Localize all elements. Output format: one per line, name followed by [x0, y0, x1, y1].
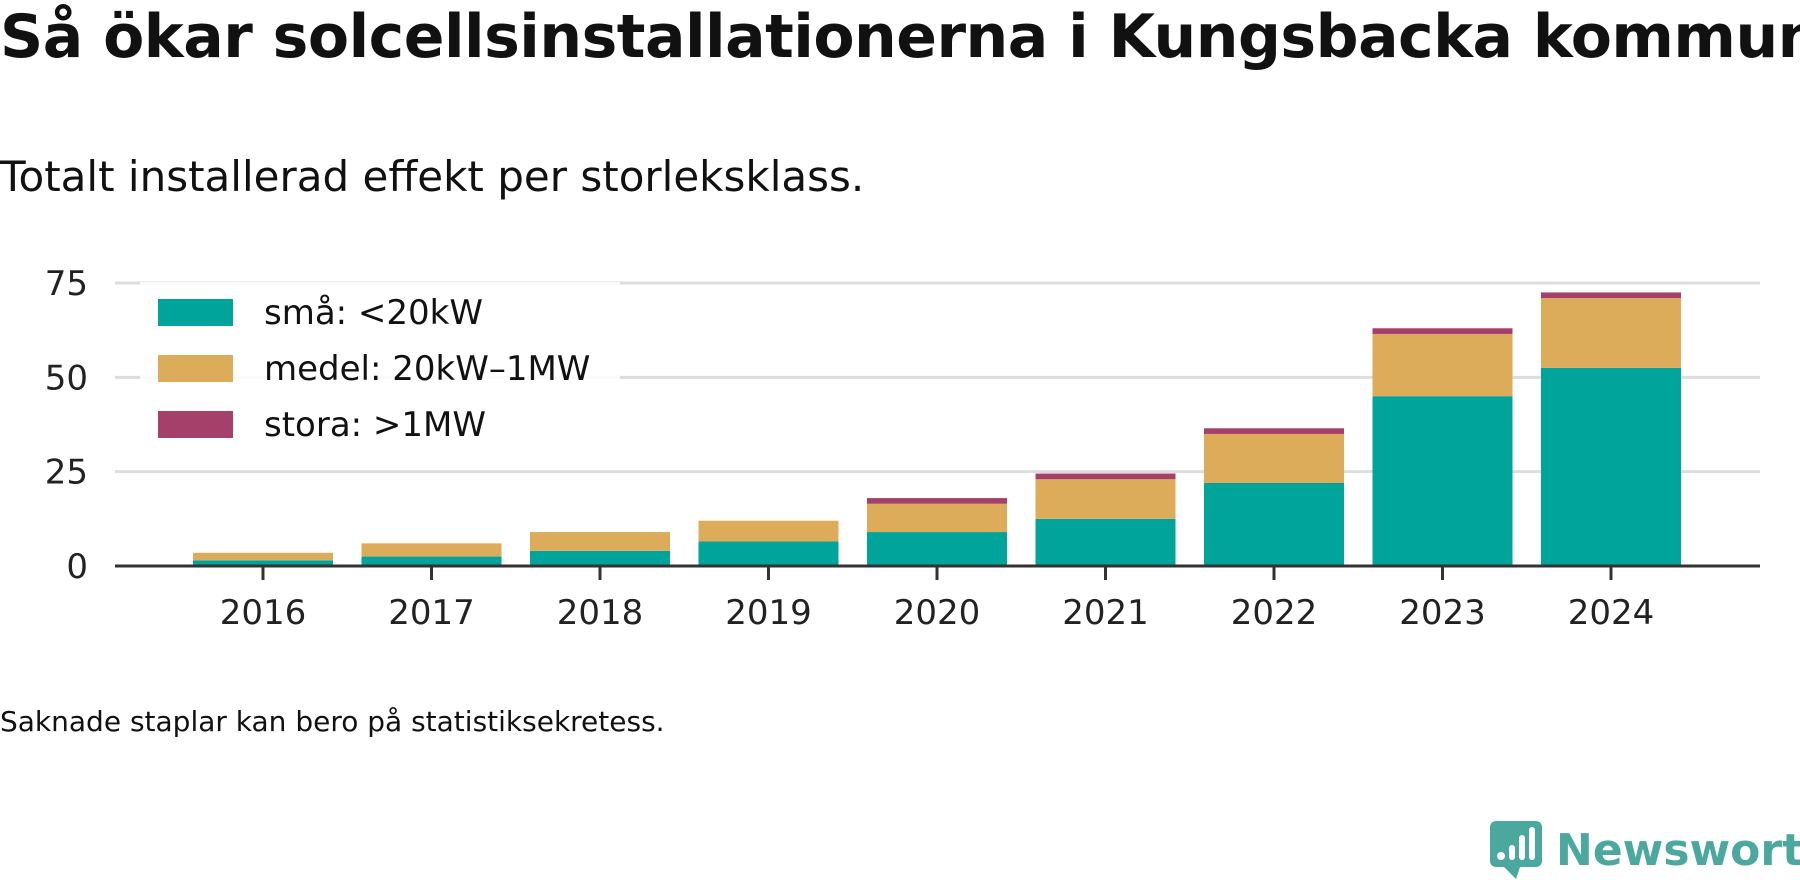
brand-logo: Newsworthy [1490, 820, 1800, 880]
bars [193, 292, 1681, 566]
bar-segment [867, 503, 1007, 533]
bar-segment [1541, 298, 1681, 368]
x-tick-label: 2016 [220, 593, 307, 633]
bar-segment [530, 532, 670, 551]
legend-swatch [158, 411, 233, 438]
bar-segment [867, 532, 1007, 566]
bar-segment [867, 498, 1007, 504]
bar-segment [1035, 479, 1176, 519]
brand-name: Newsworthy [1556, 824, 1800, 876]
x-tick-label: 2023 [1399, 593, 1486, 633]
bar-segment [698, 541, 839, 566]
bar-segment [1035, 473, 1176, 480]
chart-subtitle: Totalt installerad effekt per storlekskl… [0, 152, 865, 201]
legend: små: <20kW medel: 20kW–1MW stora: >1MW [140, 282, 620, 452]
bar-segment [530, 550, 670, 566]
bar-segment [193, 552, 333, 561]
x-tick-label: 2017 [388, 593, 475, 633]
legend-label: små: <20kW [264, 293, 483, 333]
bar-segment [1541, 367, 1681, 566]
x-tick-label: 2019 [725, 593, 812, 633]
bar-segment [1204, 482, 1344, 566]
legend-label: stora: >1MW [264, 405, 486, 445]
x-tick-label: 2024 [1568, 593, 1655, 633]
legend-label: medel: 20kW–1MW [264, 349, 590, 389]
newsworthy-logo-icon [1490, 821, 1542, 879]
legend-swatch [158, 299, 233, 326]
x-tick-label: 2022 [1231, 593, 1318, 633]
footnote: Saknade staplar kan bero på statistiksek… [0, 705, 665, 738]
chart-title: Så ökar solcellsinstallationerna i Kungs… [0, 2, 1800, 72]
bar-segment [698, 520, 839, 542]
y-tick-label: 75 [45, 264, 88, 304]
bar-segment [193, 560, 333, 566]
axes: 0 25 50 75 2016 2017 2018 2019 2020 2021 2022 2023 2… [45, 264, 1760, 633]
bar-segment [1372, 328, 1513, 334]
bar-segment [1204, 433, 1344, 483]
bar-segment [1541, 292, 1681, 299]
y-tick-label: 50 [45, 358, 88, 398]
y-tick-label: 25 [45, 453, 88, 493]
legend-swatch [158, 355, 233, 382]
x-tick-label: 2021 [1062, 593, 1149, 633]
y-tick-label: 0 [66, 547, 88, 587]
x-tick-label: 2018 [557, 593, 644, 633]
bar-segment [361, 543, 502, 557]
bar-segment [1372, 333, 1513, 397]
bar-segment [1372, 396, 1513, 566]
bar-segment [1204, 428, 1344, 434]
bar-segment [361, 556, 502, 566]
bar-segment [1035, 518, 1176, 566]
x-tick-label: 2020 [894, 593, 981, 633]
